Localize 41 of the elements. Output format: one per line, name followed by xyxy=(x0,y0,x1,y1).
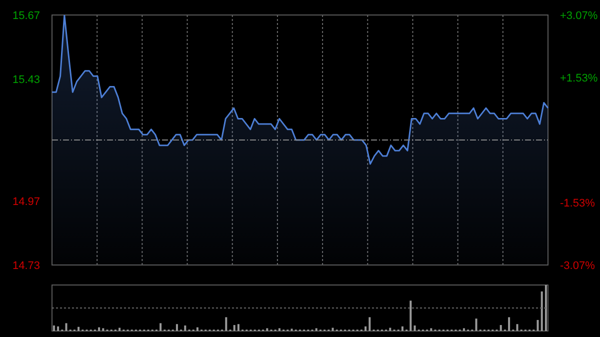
bar xyxy=(184,325,186,331)
y2-tick-label: +1.53% xyxy=(560,72,598,85)
bar xyxy=(102,328,104,331)
bar xyxy=(540,291,543,331)
bar xyxy=(118,328,121,331)
bar xyxy=(78,326,80,331)
bar xyxy=(536,320,539,331)
bar xyxy=(414,325,416,331)
bar xyxy=(57,326,60,331)
bar xyxy=(52,325,55,331)
y2-tick-label: -1.53% xyxy=(560,197,596,210)
bar xyxy=(278,328,280,331)
bar xyxy=(516,324,518,331)
y-tick-label: 15.67 xyxy=(12,10,40,22)
bar xyxy=(389,328,392,331)
bar xyxy=(237,324,240,331)
bar xyxy=(315,328,318,331)
bar xyxy=(160,323,162,331)
bar xyxy=(233,325,236,331)
bar xyxy=(65,323,68,331)
bar xyxy=(225,317,228,331)
y2-tick-label: +3.07% xyxy=(560,10,598,22)
bar xyxy=(364,326,367,331)
y-tick-label: 14.73 xyxy=(12,260,40,272)
bar xyxy=(401,326,404,331)
bar xyxy=(430,328,432,331)
bar xyxy=(462,328,465,331)
y-tick-label: 14.97 xyxy=(12,196,40,208)
bar xyxy=(410,300,412,331)
bar xyxy=(368,317,371,331)
bar xyxy=(508,317,510,331)
y-tick-label: 15.43 xyxy=(12,74,40,86)
y2-tick-label: -3.07% xyxy=(560,260,596,272)
bar xyxy=(332,328,334,331)
bar xyxy=(500,325,502,331)
bar xyxy=(475,318,478,331)
bar xyxy=(98,327,100,331)
bar xyxy=(266,328,268,331)
bar xyxy=(196,327,198,331)
bar xyxy=(176,324,178,331)
bar xyxy=(544,285,547,331)
